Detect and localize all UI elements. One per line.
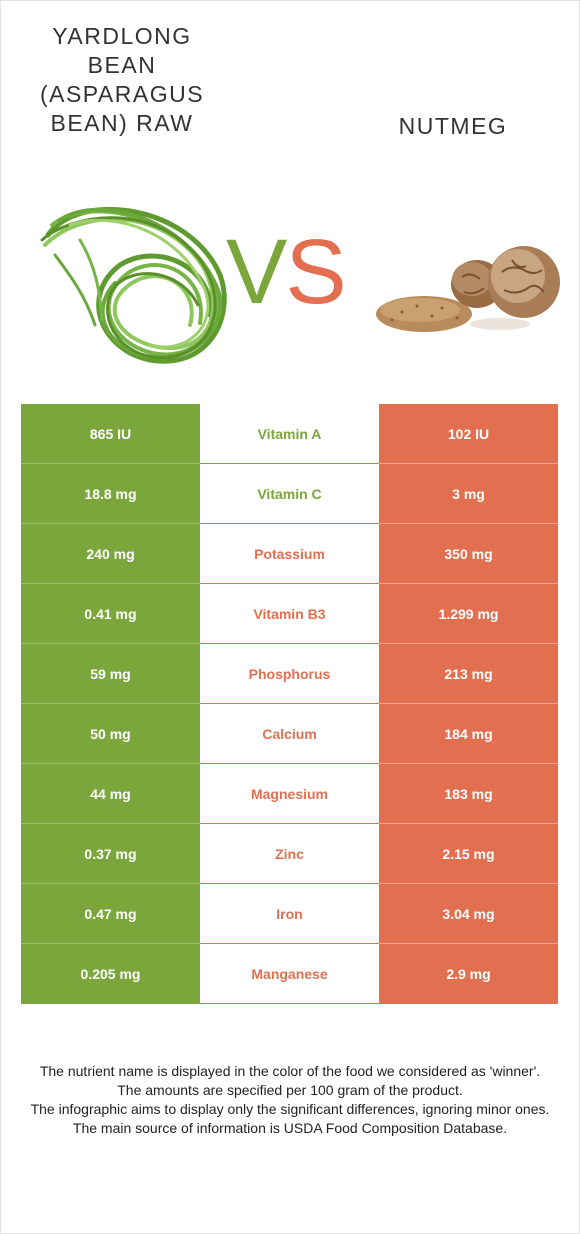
right-food-value: 183 mg [379, 764, 558, 824]
table-row: 44 mg Magnesium 183 mg [21, 764, 558, 824]
right-food-value: 213 mg [379, 644, 558, 704]
table-row: 0.41 mg Vitamin B3 1.299 mg [21, 584, 558, 644]
right-food-value: 350 mg [379, 524, 558, 584]
left-food-value: 0.37 mg [21, 824, 200, 884]
footer-note-significance: The infographic aims to display only the… [30, 1101, 550, 1117]
nutrient-name: Magnesium [200, 764, 379, 824]
right-food-value: 102 IU [379, 404, 558, 464]
nutrient-name: Potassium [200, 524, 379, 584]
footer-notes: The nutrient name is displayed in the co… [20, 1062, 560, 1138]
left-food-value: 240 mg [21, 524, 200, 584]
nutrient-name: Vitamin A [200, 404, 379, 464]
versus-label: VS [226, 221, 347, 323]
right-food-value: 2.9 mg [379, 944, 558, 1004]
left-food-value: 0.41 mg [21, 584, 200, 644]
left-food-value: 0.47 mg [21, 884, 200, 944]
nutrient-name: Zinc [200, 824, 379, 884]
nutmeg-image [376, 246, 560, 332]
nutrient-name: Vitamin C [200, 464, 379, 524]
right-food-value: 3 mg [379, 464, 558, 524]
right-food-value: 1.299 mg [379, 584, 558, 644]
yardlong-bean-image [40, 206, 227, 364]
nutrient-name: Calcium [200, 704, 379, 764]
table-row: 59 mg Phosphorus 213 mg [21, 644, 558, 704]
table-row: 0.37 mg Zinc 2.15 mg [21, 824, 558, 884]
nutrient-name: Manganese [200, 944, 379, 1004]
nutrient-name: Phosphorus [200, 644, 379, 704]
nutrient-name: Iron [200, 884, 379, 944]
left-food-value: 865 IU [21, 404, 200, 464]
table-row: 0.205 mg Manganese 2.9 mg [21, 944, 558, 1004]
right-food-title: NUTMEG [398, 113, 508, 139]
table-row: 0.47 mg Iron 3.04 mg [21, 884, 558, 944]
right-food-value: 2.15 mg [379, 824, 558, 884]
left-food-value: 0.205 mg [21, 944, 200, 1004]
left-food-value: 59 mg [21, 644, 200, 704]
left-food-value: 44 mg [21, 764, 200, 824]
right-food-value: 184 mg [379, 704, 558, 764]
left-food-value: 50 mg [21, 704, 200, 764]
left-food-title: YARDLONG BEAN (ASPARAGUS BEAN) RAW [39, 23, 205, 136]
nutrient-name: Vitamin B3 [200, 584, 379, 644]
footer-note-source: The main source of information is USDA F… [72, 1120, 508, 1136]
left-food-value: 18.8 mg [21, 464, 200, 524]
right-food-value: 3.04 mg [379, 884, 558, 944]
footer-note-winner-color: The nutrient name is displayed in the co… [39, 1063, 541, 1079]
table-row: 865 IU Vitamin A 102 IU [21, 404, 558, 464]
footer-note-amounts: The amounts are specified per 100 gram o… [117, 1082, 463, 1098]
table-row: 240 mg Potassium 350 mg [21, 524, 558, 584]
table-row: 50 mg Calcium 184 mg [21, 704, 558, 764]
